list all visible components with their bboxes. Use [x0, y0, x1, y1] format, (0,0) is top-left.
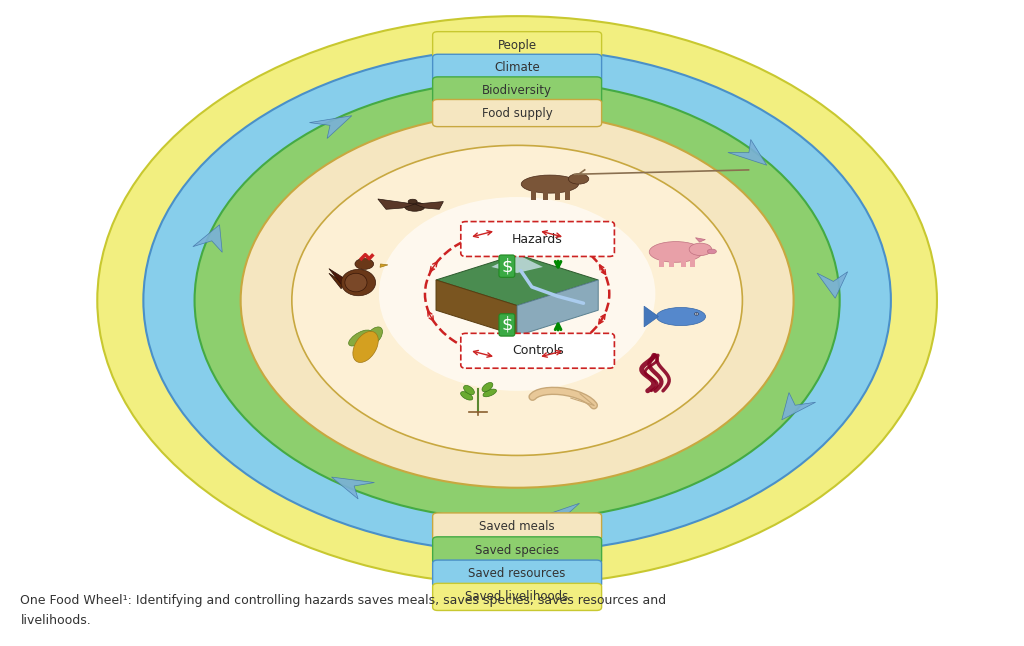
Polygon shape	[541, 503, 584, 523]
Polygon shape	[781, 393, 815, 420]
Polygon shape	[329, 269, 344, 284]
Ellipse shape	[345, 273, 367, 292]
Text: $: $	[501, 257, 513, 275]
Ellipse shape	[461, 391, 473, 400]
Ellipse shape	[143, 48, 891, 552]
Text: $: $	[501, 316, 513, 334]
Bar	[565, 189, 570, 200]
Ellipse shape	[292, 145, 742, 455]
Ellipse shape	[694, 313, 698, 315]
Polygon shape	[378, 199, 415, 209]
Ellipse shape	[366, 327, 383, 346]
Bar	[530, 189, 536, 200]
Polygon shape	[817, 272, 848, 298]
Polygon shape	[492, 255, 543, 273]
Polygon shape	[728, 140, 767, 165]
Text: Food supply: Food supply	[481, 107, 553, 120]
Ellipse shape	[97, 16, 937, 585]
FancyBboxPatch shape	[432, 560, 602, 587]
FancyBboxPatch shape	[432, 537, 602, 564]
Ellipse shape	[409, 199, 417, 204]
Ellipse shape	[195, 81, 840, 520]
Text: Saved meals: Saved meals	[479, 520, 555, 533]
Text: Biodiversity: Biodiversity	[482, 84, 552, 97]
Ellipse shape	[355, 258, 374, 269]
Bar	[543, 189, 548, 200]
Text: Saved resources: Saved resources	[468, 567, 566, 580]
Ellipse shape	[241, 113, 794, 488]
Polygon shape	[193, 225, 222, 253]
Text: People: People	[498, 39, 537, 52]
FancyBboxPatch shape	[432, 513, 602, 540]
Text: Hazards: Hazards	[512, 233, 563, 245]
Ellipse shape	[379, 197, 655, 391]
Text: Saved livelihoods: Saved livelihoods	[466, 590, 568, 603]
Text: livelihoods.: livelihoods.	[20, 614, 91, 627]
Bar	[658, 258, 664, 267]
Polygon shape	[695, 238, 706, 242]
Bar	[690, 258, 695, 267]
Ellipse shape	[656, 307, 706, 326]
Ellipse shape	[348, 330, 372, 346]
Ellipse shape	[341, 269, 376, 296]
Ellipse shape	[521, 175, 579, 193]
Ellipse shape	[708, 249, 717, 254]
Ellipse shape	[353, 331, 378, 362]
Ellipse shape	[464, 386, 474, 395]
Bar	[669, 258, 674, 267]
FancyBboxPatch shape	[432, 77, 602, 104]
FancyBboxPatch shape	[461, 333, 614, 368]
Ellipse shape	[404, 202, 425, 211]
Ellipse shape	[482, 382, 493, 391]
FancyBboxPatch shape	[432, 32, 602, 59]
Polygon shape	[309, 116, 352, 138]
FancyBboxPatch shape	[432, 54, 602, 81]
Bar	[681, 258, 686, 267]
Ellipse shape	[695, 313, 697, 315]
Ellipse shape	[649, 242, 702, 262]
Ellipse shape	[568, 174, 589, 184]
Text: Controls: Controls	[512, 344, 563, 357]
Text: Climate: Climate	[495, 61, 540, 74]
Polygon shape	[517, 280, 598, 336]
Polygon shape	[380, 264, 388, 267]
Text: Saved species: Saved species	[475, 544, 559, 557]
FancyBboxPatch shape	[432, 583, 602, 610]
Polygon shape	[332, 477, 375, 499]
Polygon shape	[644, 306, 658, 327]
Bar	[555, 189, 560, 200]
Polygon shape	[436, 255, 598, 306]
Polygon shape	[329, 273, 344, 289]
FancyBboxPatch shape	[461, 222, 614, 256]
FancyBboxPatch shape	[432, 99, 602, 127]
Ellipse shape	[483, 389, 497, 397]
Polygon shape	[436, 280, 517, 336]
Polygon shape	[550, 76, 593, 94]
Text: One Food Wheel¹: Identifying and controlling hazards saves meals, saves species,: One Food Wheel¹: Identifying and control…	[20, 594, 667, 607]
Polygon shape	[415, 202, 443, 209]
Ellipse shape	[689, 243, 712, 256]
